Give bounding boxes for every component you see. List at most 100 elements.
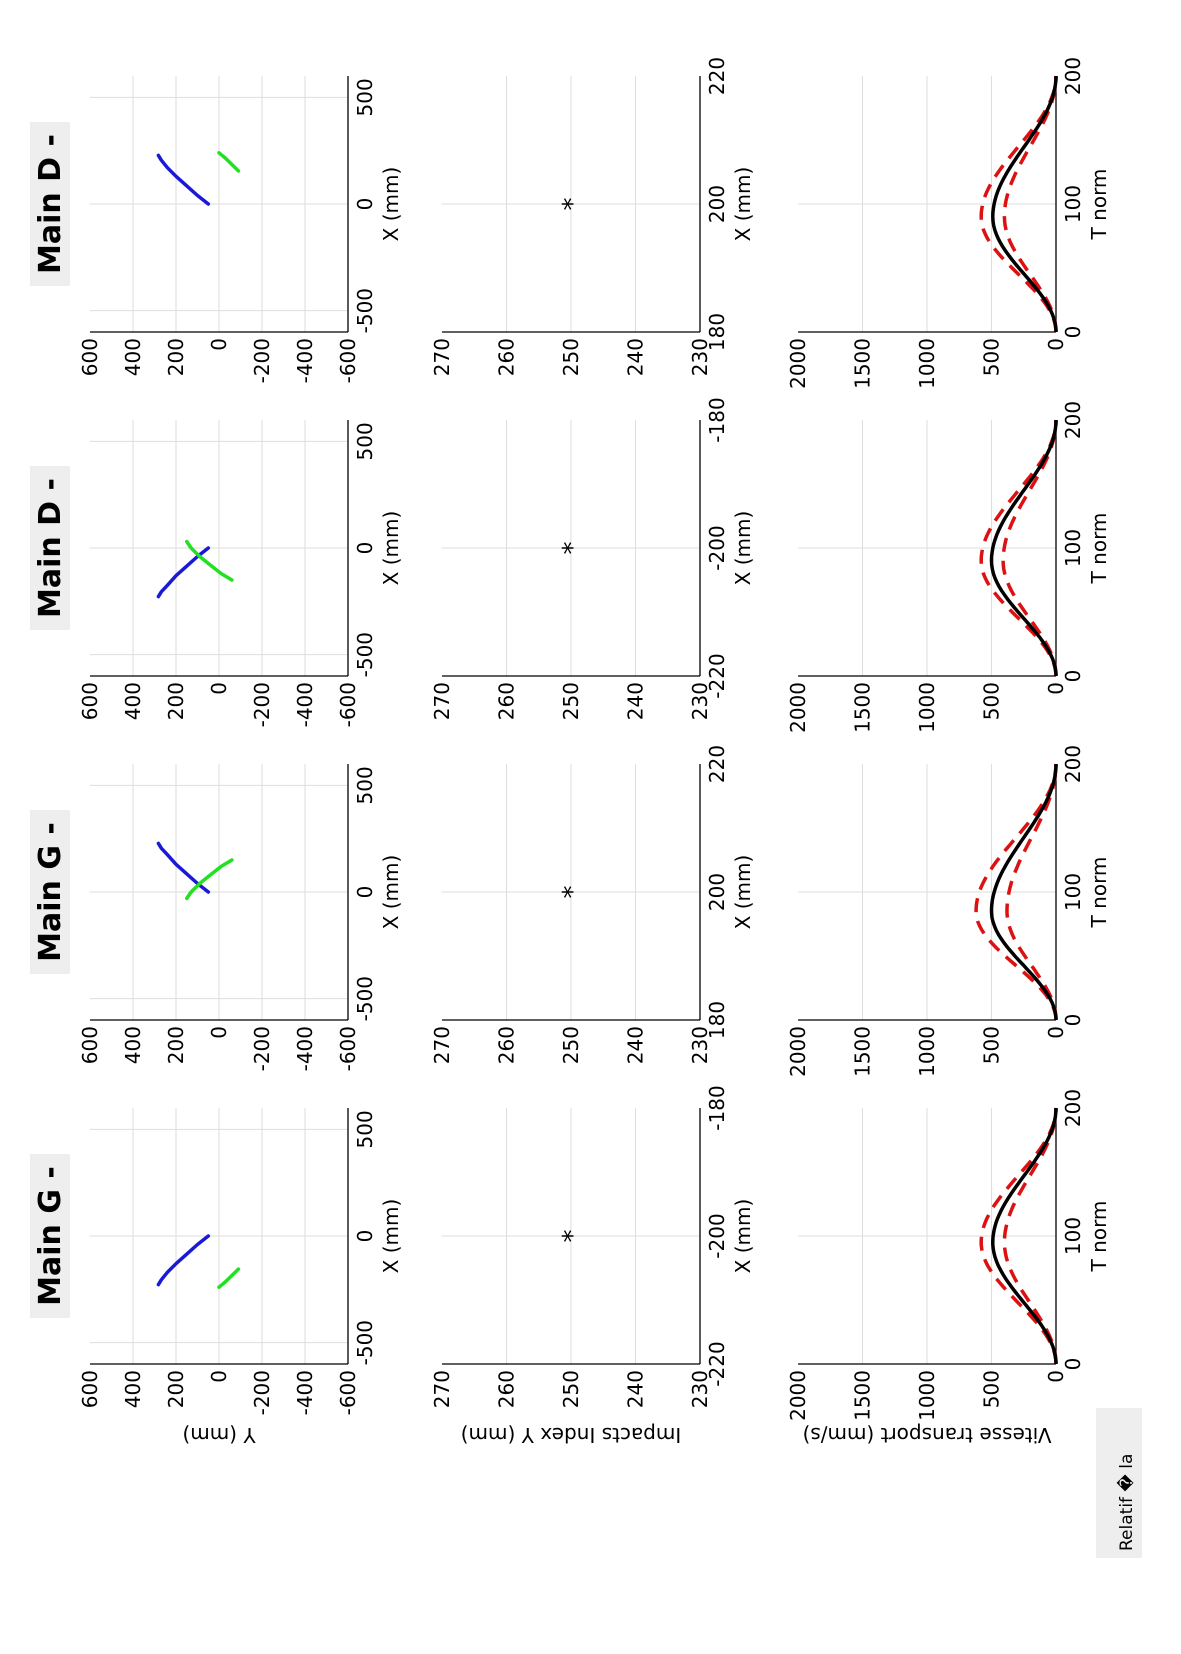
y-tick-label: 200 [164, 1370, 188, 1408]
x-axis-label: X (mm) [731, 1199, 755, 1274]
y-tick-label: -200 [250, 1026, 274, 1071]
y-tick-label: 250 [559, 1026, 583, 1064]
x-axis-label: X (mm) [379, 1199, 403, 1274]
x-tick-label: 0 [1061, 670, 1085, 683]
x-tick-label: 200 [1061, 1089, 1085, 1127]
x-tick-label: -500 [353, 288, 377, 333]
x-tick-label: 220 [705, 745, 729, 783]
y-tick-label: 270 [430, 682, 454, 720]
velocity-chart-1: 0 100 200 2000 1500 1000 500 0 T norm Vitesse tra… [786, 1089, 1111, 1447]
y-tick-label: 230 [688, 338, 712, 376]
y-tick-label: -600 [336, 338, 360, 383]
side-label-bg [1096, 1408, 1142, 1558]
x-tick-label: 500 [353, 1110, 377, 1148]
x-axis-label: T norm [1087, 1201, 1111, 1273]
column-title: Main G - [33, 1166, 68, 1306]
x-tick-label: 0 [353, 542, 377, 555]
y-tick-label: 1500 [851, 338, 875, 389]
x-tick-label: -200 [705, 1213, 729, 1258]
y-tick-label: -200 [250, 682, 274, 727]
x-tick-label: 0 [353, 886, 377, 899]
y-tick-label: 240 [624, 1370, 648, 1408]
y-tick-label: -200 [250, 1370, 274, 1415]
y-tick-label: 600 [78, 1370, 102, 1408]
column-title-bg [30, 1154, 70, 1318]
y-tick-label: -600 [336, 1026, 360, 1071]
impact-marker: * [558, 886, 588, 899]
y-tick-label: 270 [430, 338, 454, 376]
x-tick-label: -180 [705, 397, 729, 442]
mean-velocity-line [989, 419, 1058, 677]
y-tick-label: -400 [293, 1026, 317, 1071]
x-tick-label: 0 [353, 198, 377, 211]
x-tick-label: 180 [705, 1001, 729, 1039]
y-tick-label: 260 [495, 1026, 519, 1064]
blue-trajectory-line [156, 1234, 211, 1287]
lower-bound-line [1001, 419, 1058, 677]
y-tick-label: 0 [207, 1370, 231, 1383]
x-tick-label: -220 [705, 653, 729, 698]
x-tick-label: 200 [705, 873, 729, 911]
x-tick-label: -220 [705, 1341, 729, 1386]
impacts-chart-2: 180 200 220 270 260 250 240 230 X (mm) * [430, 745, 755, 1064]
y-tick-label: 2000 [786, 1026, 810, 1077]
column-title-bg [30, 122, 70, 286]
y-axis-label: Impacts Index Y (mm) [461, 1423, 682, 1447]
impacts-chart-1: -220 -200 -180 270 260 250 240 230 X (mm) Impacts… [430, 1085, 755, 1447]
y-tick-label: 230 [688, 682, 712, 720]
x-tick-label: 180 [705, 313, 729, 351]
y-tick-label: 600 [78, 682, 102, 720]
x-tick-label: 0 [1061, 1014, 1085, 1027]
y-tick-label: 250 [559, 338, 583, 376]
y-tick-label: 600 [78, 1026, 102, 1064]
x-tick-label: 100 [1061, 1217, 1085, 1255]
y-tick-label: -400 [293, 682, 317, 727]
impacts-chart-4: 180 200 220 270 260 250 240 230 X (mm) * [430, 57, 755, 376]
x-tick-label: 100 [1061, 185, 1085, 223]
y-tick-label: 200 [164, 1026, 188, 1064]
y-tick-label: 400 [121, 338, 145, 376]
x-tick-label: 0 [1061, 1358, 1085, 1371]
velocity-chart-3: 0 100 200 2000 1500 1000 500 0 T norm [786, 401, 1111, 733]
velocity-chart-2: 0 100 200 2000 1500 1000 500 0 T norm [786, 745, 1111, 1077]
x-tick-label: -500 [353, 1320, 377, 1365]
impact-marker: * [558, 542, 588, 555]
x-axis-label: X (mm) [731, 855, 755, 930]
y-tick-label: 1500 [851, 682, 875, 733]
impact-marker: * [558, 198, 588, 211]
y-tick-label: 240 [624, 1026, 648, 1064]
x-tick-label: 500 [353, 422, 377, 460]
upper-bound-line [974, 763, 1058, 1021]
y-tick-label: 2000 [786, 682, 810, 733]
y-axis-label: Vitesse transport (mm/s) [803, 1423, 1052, 1447]
x-axis-label: X (mm) [379, 167, 403, 242]
y-tick-label: 1000 [915, 1370, 939, 1421]
x-tick-label: -180 [705, 1085, 729, 1130]
x-tick-label: 500 [353, 766, 377, 804]
impact-marker: * [558, 1230, 588, 1243]
y-tick-label: 230 [688, 1026, 712, 1064]
column-title-bg [30, 466, 70, 630]
green-trajectory-line [185, 539, 234, 582]
upper-bound-line [979, 1107, 1058, 1365]
y-tick-label: -400 [293, 338, 317, 383]
y-tick-label: 260 [495, 338, 519, 376]
x-axis-label: T norm [1087, 857, 1111, 929]
impacts-chart-3: -220 -200 -180 270 260 250 240 230 X (mm) * [430, 397, 755, 720]
x-tick-label: 200 [705, 185, 729, 223]
y-tick-label: 240 [624, 338, 648, 376]
y-tick-label: 400 [121, 1370, 145, 1408]
x-tick-label: 200 [1061, 745, 1085, 783]
y-tick-label: 0 [1044, 1026, 1068, 1039]
y-tick-label: 200 [164, 338, 188, 376]
x-axis-label: X (mm) [379, 855, 403, 930]
mean-velocity-line [989, 763, 1058, 1021]
y-axis-label: Y (mm) [182, 1423, 256, 1447]
y-tick-label: 1500 [851, 1370, 875, 1421]
y-tick-label: 500 [980, 338, 1004, 376]
green-trajectory-line [217, 151, 241, 173]
y-tick-label: 260 [495, 1370, 519, 1408]
upper-bound-line [979, 75, 1058, 333]
x-tick-label: -500 [353, 632, 377, 677]
